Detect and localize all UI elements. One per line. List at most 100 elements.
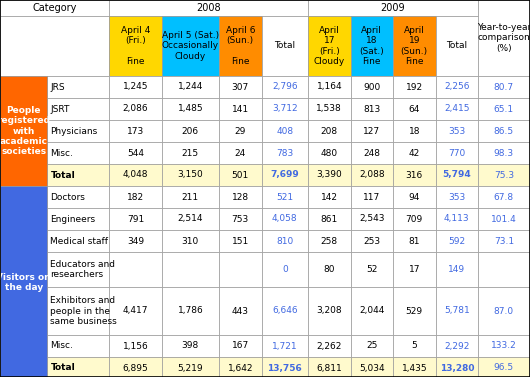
Bar (478, 120, 530, 142)
Text: 73.1: 73.1 (494, 236, 514, 245)
Text: 81: 81 (409, 236, 420, 245)
Bar (162, 120, 218, 142)
Bar (262, 230, 307, 252)
Text: 480: 480 (321, 149, 338, 158)
Bar (218, 186, 262, 208)
Text: 4,113: 4,113 (444, 215, 470, 224)
Bar (262, 252, 307, 287)
Text: 96.5: 96.5 (494, 363, 514, 372)
Text: 215: 215 (182, 149, 199, 158)
Bar (478, 335, 530, 357)
Text: 133.2: 133.2 (491, 342, 517, 351)
Text: 0: 0 (282, 265, 288, 274)
Bar (436, 164, 478, 186)
Text: 1,485: 1,485 (178, 104, 203, 113)
Text: 1,244: 1,244 (178, 83, 203, 92)
Bar (478, 0, 530, 76)
Bar (48, 98, 109, 120)
Text: People
registered
with
academic
societies: People registered with academic societie… (0, 106, 50, 156)
Bar (478, 186, 530, 208)
Text: 6,811: 6,811 (316, 363, 342, 372)
Bar (109, 98, 162, 120)
Bar (109, 186, 162, 208)
Bar (48, 335, 109, 357)
Text: 529: 529 (406, 307, 423, 316)
Text: 182: 182 (127, 193, 144, 201)
Bar (393, 16, 436, 76)
Bar (478, 142, 530, 164)
Text: JSRT: JSRT (50, 104, 70, 113)
Text: 2,415: 2,415 (444, 104, 470, 113)
Text: 3,208: 3,208 (316, 307, 342, 316)
Bar (351, 120, 393, 142)
Text: 592: 592 (448, 236, 465, 245)
Bar (478, 287, 530, 335)
Text: Total: Total (446, 41, 467, 51)
Bar (262, 76, 307, 98)
Text: 65.1: 65.1 (494, 104, 514, 113)
Text: 87.0: 87.0 (494, 307, 514, 316)
Bar (262, 287, 307, 335)
Text: 7,699: 7,699 (270, 170, 299, 179)
Bar (109, 120, 162, 142)
Bar (307, 98, 351, 120)
Bar (351, 357, 393, 377)
Bar (393, 287, 436, 335)
Text: 349: 349 (127, 236, 144, 245)
Text: 783: 783 (276, 149, 294, 158)
Bar (351, 98, 393, 120)
Bar (109, 357, 162, 377)
Bar (351, 16, 393, 76)
Bar (109, 252, 162, 287)
Text: April
18
(Sat.)
Fine: April 18 (Sat.) Fine (359, 26, 384, 66)
Bar (162, 76, 218, 98)
Bar (218, 142, 262, 164)
Text: 353: 353 (448, 193, 465, 201)
Bar (307, 335, 351, 357)
Text: Misc.: Misc. (50, 342, 73, 351)
Text: 2,088: 2,088 (359, 170, 385, 179)
Text: Total: Total (50, 363, 75, 372)
Text: Educators and
researchers: Educators and researchers (50, 260, 116, 279)
Bar (109, 76, 162, 98)
Bar (218, 98, 262, 120)
Text: 4,058: 4,058 (272, 215, 297, 224)
Bar (109, 142, 162, 164)
Bar (0, 16, 109, 76)
Bar (478, 357, 530, 377)
Text: 813: 813 (363, 104, 381, 113)
Bar (393, 230, 436, 252)
Text: 6,646: 6,646 (272, 307, 297, 316)
Bar (393, 252, 436, 287)
Bar (218, 287, 262, 335)
Text: Engineers: Engineers (50, 215, 95, 224)
Bar (307, 287, 351, 335)
Text: 5,034: 5,034 (359, 363, 385, 372)
Bar (109, 208, 162, 230)
Bar (48, 208, 109, 230)
Bar (351, 230, 393, 252)
Text: 1,786: 1,786 (178, 307, 203, 316)
Text: 1,642: 1,642 (227, 363, 253, 372)
Bar (393, 186, 436, 208)
Text: 1,538: 1,538 (316, 104, 342, 113)
Bar (262, 186, 307, 208)
Bar (262, 16, 307, 76)
Bar (393, 76, 436, 98)
Bar (307, 357, 351, 377)
Bar (262, 98, 307, 120)
Text: 316: 316 (405, 170, 423, 179)
Text: 709: 709 (405, 215, 423, 224)
Text: 101.4: 101.4 (491, 215, 517, 224)
Bar (436, 98, 478, 120)
Text: 307: 307 (232, 83, 249, 92)
Text: 3,390: 3,390 (316, 170, 342, 179)
Text: 151: 151 (232, 236, 249, 245)
Text: 208: 208 (321, 127, 338, 135)
Text: 3,712: 3,712 (272, 104, 297, 113)
Bar (162, 252, 218, 287)
Bar (478, 164, 530, 186)
Bar (351, 287, 393, 335)
Bar (307, 142, 351, 164)
Text: 117: 117 (363, 193, 381, 201)
